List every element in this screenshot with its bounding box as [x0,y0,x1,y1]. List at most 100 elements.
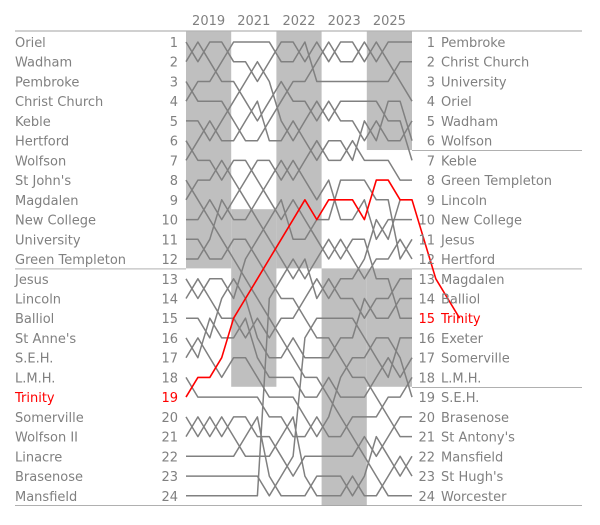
end-name: S.E.H. [441,391,479,406]
end-rank: 7 [427,154,435,169]
end-name: Magdalen [441,273,505,288]
end-name: L.M.H. [441,371,481,386]
start-rank: 20 [161,411,178,426]
end-name: Balliol [441,292,480,307]
start-name: S.E.H. [15,352,53,367]
crew-line-13 [185,179,413,300]
start-name: Somerville [15,411,84,426]
start-name: St Anne's [15,332,76,347]
start-rank: 23 [161,470,178,485]
crew-line-22 [186,416,413,497]
crew-line-21 [185,416,413,497]
start-rank: 10 [161,214,178,229]
crew-line-23 [186,317,412,497]
crew-line-15 [186,278,412,359]
year-label-2019: 2019 [192,14,225,29]
crew-line-17 [185,337,413,438]
end-name: Lincoln [441,194,487,209]
start-rank: 3 [170,75,178,90]
crew-line-18 [185,377,413,438]
end-rank: 6 [427,135,435,150]
band-2025-5 [366,268,412,387]
crew-line-20 [185,416,412,477]
start-name: Keble [15,115,51,130]
end-name: Exeter [441,332,484,347]
start-name: Wadham [15,56,72,71]
crew-line-16 [185,317,413,398]
end-rank: 17 [418,352,435,367]
start-rank: 6 [170,135,178,150]
crew-line-14 [185,199,412,339]
end-name: Worcester [441,490,507,505]
year-label-2021: 2021 [237,14,270,29]
start-name: L.M.H. [15,371,55,386]
end-rank: 16 [418,332,435,347]
crew-line-24 [186,238,412,497]
end-name: Wolfson [441,135,492,150]
end-rank: 14 [418,292,435,307]
start-rank: 17 [161,352,178,367]
end-name: New College [441,214,522,229]
end-rank: 10 [418,214,435,229]
end-rank: 2 [427,56,435,71]
start-name: Magdalen [15,194,79,209]
end-rank: 9 [427,194,435,209]
end-name: St Antony's [441,431,515,446]
end-name: Somerville [441,352,510,367]
crew-lines [185,41,461,497]
start-labels: Oriel 1 Wadham 2 Pembroke 3 Christ Church 4 Kebl… [14,36,178,505]
end-rank: 8 [427,174,435,189]
start-name: Christ Church [15,95,103,110]
start-rank: 14 [161,292,178,307]
start-name: Balliol [15,312,54,327]
start-rank: 13 [161,273,178,288]
start-rank: 16 [161,332,178,347]
start-name: Lincoln [15,292,61,307]
end-rank: 5 [427,115,435,130]
year-label-2022: 2022 [282,14,315,29]
crew-line-8 [185,179,412,497]
start-name: Oriel [15,36,46,51]
start-rank: 8 [170,174,178,189]
end-name: Green Templeton [441,174,552,189]
end-name: Jesus [440,233,475,248]
year-label-2023: 2023 [328,14,361,29]
start-name: University [15,233,81,248]
end-name: St Hugh's [441,470,504,485]
end-name: Trinity [440,312,481,327]
start-name: Pembroke [15,75,79,90]
end-rank: 13 [418,273,435,288]
crew-line-3 [185,41,412,142]
crew-line-2 [185,41,413,142]
end-rank: 19 [418,391,435,406]
division-dividers [15,30,582,506]
start-rank: 4 [170,95,178,110]
start-name: Jesus [14,273,49,288]
end-rank: 23 [418,470,435,485]
start-rank: 21 [161,431,178,446]
crew-line-12 [186,139,412,260]
band-2019-0 [186,31,232,269]
start-name: Trinity [14,391,55,406]
start-name: Green Templeton [15,253,126,268]
start-rank: 7 [170,154,178,169]
end-rank: 3 [427,75,435,90]
start-rank: 19 [161,391,178,406]
end-rank: 18 [418,371,435,386]
end-labels: 1 Pembroke 2 Christ Church 3 University 4 Oriel… [418,36,552,505]
start-rank: 11 [161,233,178,248]
crew-line-highlight [185,179,461,398]
start-name: St John's [15,174,71,189]
end-rank: 12 [418,253,435,268]
end-rank: 11 [418,233,435,248]
start-rank: 18 [161,371,178,386]
start-rank: 12 [161,253,178,268]
end-rank: 15 [418,312,435,327]
start-rank: 15 [161,312,178,327]
start-name: New College [15,214,96,229]
start-name: Hertford [15,135,69,150]
start-name: Wolfson [15,154,66,169]
end-name: Christ Church [441,56,529,71]
end-name: Mansfield [441,450,503,465]
